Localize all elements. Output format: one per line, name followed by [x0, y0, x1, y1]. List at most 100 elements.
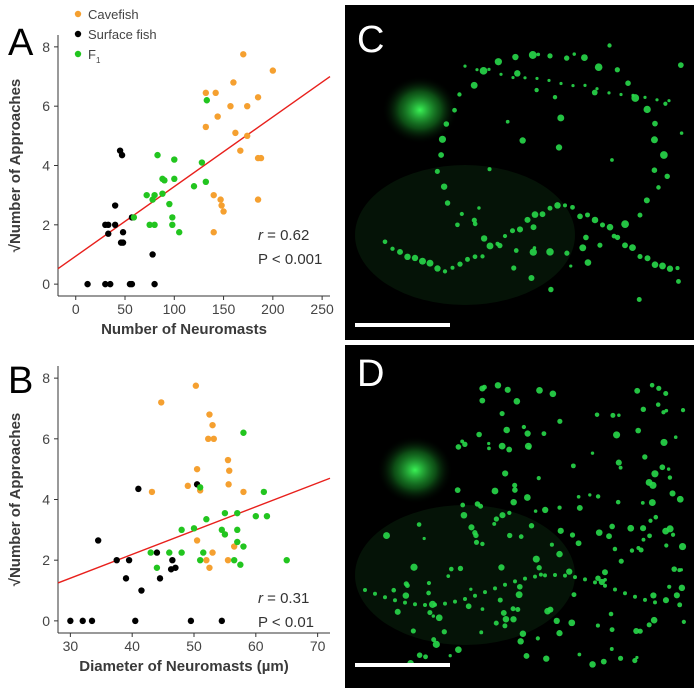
chart-a: 0 50 100 150 200 250 0 2 4 6 8 Number of Neuromasts… [7, 7, 334, 338]
neuromast [532, 555, 540, 563]
neuromast [670, 532, 676, 537]
neuromast [470, 81, 478, 89]
neuromast [479, 66, 488, 75]
neuromast [495, 241, 500, 246]
neuromast [438, 152, 445, 158]
neuromast [571, 592, 577, 598]
neuromast [664, 173, 670, 179]
micrograph-c: C [345, 5, 694, 340]
data-point-cavefish [206, 564, 213, 571]
neuromast [517, 638, 524, 645]
r-value-label: r = 0.31 [258, 590, 309, 607]
neuromast [427, 610, 433, 616]
neuromast [584, 259, 592, 266]
x-tick-label: 200 [261, 301, 285, 317]
x-tick-label: 60 [248, 638, 264, 654]
r-value-label: r = 0.62 [258, 227, 309, 244]
neuromast [460, 439, 465, 444]
neuromast [593, 580, 597, 585]
neuromast [669, 490, 676, 497]
data-point-cavefish [244, 132, 251, 140]
neuromast [585, 212, 590, 218]
neuromast [514, 70, 521, 77]
neuromast [450, 265, 455, 270]
neuromast [595, 87, 599, 91]
neuromast [547, 78, 551, 83]
data-point-f1 [146, 221, 153, 229]
panel-label-d: D [357, 353, 385, 395]
data-point-surface-fish [149, 251, 156, 258]
neuromast [610, 158, 614, 162]
data-point-cavefish [202, 123, 210, 131]
neuromast [595, 494, 601, 499]
neuromast [549, 390, 557, 398]
neuromast [536, 386, 543, 394]
neuromast [591, 89, 598, 96]
neuromast [640, 406, 647, 413]
data-point-f1 [200, 549, 207, 556]
neuromast [516, 583, 523, 590]
neuromast [523, 76, 527, 80]
neuromast [393, 598, 397, 603]
neuromast [504, 386, 511, 393]
neuromast [410, 628, 416, 634]
neuromast [483, 590, 487, 595]
neuromast [513, 248, 519, 253]
data-point-f1 [178, 549, 185, 556]
data-point-cavefish [148, 488, 156, 496]
data-point-f1 [234, 538, 241, 546]
p-value-label: P < 0.001 [258, 251, 322, 268]
neuromast [413, 602, 417, 607]
data-point-cavefish [209, 549, 216, 556]
neuromast [650, 136, 658, 144]
neuromast [521, 424, 527, 430]
data-point-cavefish [220, 208, 227, 215]
neuromast [479, 397, 486, 404]
neuromast [487, 167, 492, 172]
neuromast [512, 53, 519, 61]
data-point-f1 [196, 556, 204, 564]
neuromast [553, 617, 560, 625]
data-point-f1 [166, 549, 173, 556]
neuromast [523, 653, 530, 659]
neuromast [556, 550, 563, 558]
neuromast [479, 630, 484, 635]
neuromast [499, 72, 503, 76]
neuromast [541, 431, 547, 437]
y-axis-label: √Number of Approaches [7, 413, 24, 587]
neuromast [601, 569, 608, 576]
data-point-f1 [143, 191, 150, 199]
neuromast [681, 619, 686, 625]
neuromast [675, 266, 680, 271]
x-tick-label: 30 [63, 638, 79, 654]
data-point-cavefish [184, 482, 192, 490]
data-point-cavefish [257, 154, 265, 162]
data-point-surface-fish [122, 575, 130, 582]
neuromast [503, 426, 510, 434]
neuromast [623, 591, 627, 596]
x-tick-label: 150 [212, 301, 236, 317]
data-point-surface-fish [132, 617, 139, 625]
neuromast [625, 80, 631, 86]
data-point-f1 [237, 561, 244, 568]
data-point-f1 [230, 556, 238, 564]
neuromast [598, 578, 605, 586]
data-point-surface-fish [169, 556, 176, 564]
neuromast [635, 655, 639, 660]
data-point-surface-fish [167, 566, 175, 573]
neuromast [595, 575, 601, 581]
neuromast [473, 539, 480, 545]
y-tick-label: 6 [42, 98, 50, 114]
neuromast [391, 587, 397, 593]
bright-mass [377, 436, 453, 504]
neuromast [524, 430, 531, 437]
neuromast [579, 244, 587, 252]
neuromast [671, 566, 677, 572]
data-point-surface-fish [113, 556, 120, 564]
neuromast [535, 636, 540, 641]
neuromast [476, 431, 482, 438]
neuromast [536, 565, 542, 571]
neuromast [559, 81, 563, 86]
neuromast [633, 594, 637, 599]
panel-label-c: C [357, 19, 385, 61]
